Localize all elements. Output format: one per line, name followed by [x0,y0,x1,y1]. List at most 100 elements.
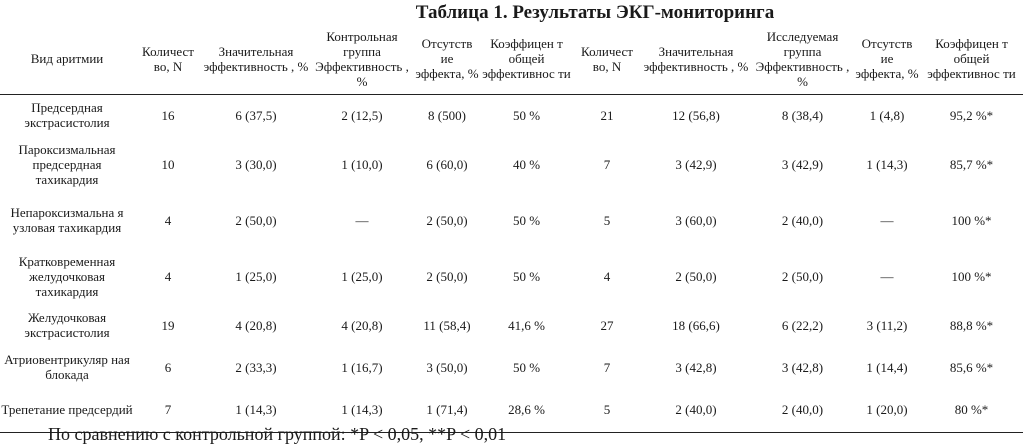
table-header-row: Вид аритмии Количест во, N Значительная … [0,24,1023,95]
cell: 1 (25,0) [235,268,277,284]
cell: 4 (20,8) [341,317,383,333]
cell: 1 (14,3) [310,388,414,433]
cell: 6 (22,2) [781,317,824,333]
cell: 21 [600,107,614,123]
cell: 3 (42,9) [781,156,824,172]
cell: 41,6 % [508,317,545,333]
table-row: Желудочковая экстрасистолия 19 4 (20,8) … [0,304,1023,346]
cell: 3 (60,0) [675,212,717,228]
header-control-overall: Коэффицен т общей эффективнос ти [480,24,573,95]
cell: 2 (12,5) [341,107,383,123]
cell: 8 (38,4) [781,107,824,123]
cell: 6 [164,359,172,375]
table-row: Атриовентрикуляр ная блокада 6 2 (33,3) … [0,346,1023,388]
cell: 100 %* [951,212,992,228]
cell: 2 (50,0) [235,212,277,228]
cell: 7 [603,156,611,172]
cell: 2 (50,0) [426,212,468,228]
cell-arrhythmia: Кратковременная желудочковая тахикардия [18,253,116,299]
cell-arrhythmia: Непароксизмальна я узловая тахикардия [10,205,124,235]
cell: 11 (58,4) [423,317,471,333]
cell: 50 % [512,212,541,228]
header-study-overall: Коэффицен т общей эффективнос ти [920,24,1023,95]
cell: 1 (20,0) [854,388,920,433]
cell: 80 %* [920,388,1023,433]
cell: 85,7 %* [949,156,994,172]
header-control-count: Количест во, N [134,24,202,95]
cell: 6 (37,5) [235,107,277,123]
table-row: Пароксизмальная предсердная тахикардия 1… [0,136,1023,192]
cell: 2 (40,0) [641,388,751,433]
cell: 1 (25,0) [341,268,383,284]
cell: 5 [603,212,611,228]
cell: 3 (50,0) [426,359,468,375]
cell: 2 (50,0) [781,268,824,284]
cell: 12 (56,8) [672,107,720,123]
cell: 1 (14,3) [866,156,908,172]
cell: — [880,212,894,228]
cell: 7 [134,388,202,433]
cell: 50 % [512,107,541,123]
cell: 16 [161,107,175,123]
cell: 100 %* [951,268,992,284]
table-row: Предсердная экстрасистолия 16 6 (37,5) 2… [0,94,1023,136]
cell: 3 (30,0) [235,156,277,172]
table-row: Непароксизмальна я узловая тахикардия 4 … [0,192,1023,248]
cell: 7 [603,359,611,375]
cell: 1 (71,4) [414,388,480,433]
cell: 28,6 % [480,388,573,433]
cell: 18 (66,6) [672,317,720,333]
cell-arrhythmia: Атриовентрикуляр ная блокада [4,352,130,382]
table-row: Кратковременная желудочковая тахикардия … [0,248,1023,304]
cell: — [880,268,894,284]
table-row: Трепетание предсердий 7 1 (14,3) 1 (14,3… [0,388,1023,433]
cell-arrhythmia: Трепетание предсердий [0,388,134,433]
cell: 1 (14,4) [866,359,908,375]
header-control-no-effect: Отсутств ие эффекта, % [414,24,480,95]
header-control-efficiency: Контрольная группа Эффективность , % [310,24,414,95]
cell: 1 (14,3) [202,388,310,433]
cell: 10 [161,156,175,172]
ecg-results-table: Вид аритмии Количест во, N Значительная … [0,24,1023,433]
table-footnote: По сравнению с контрольной группой: *P <… [48,424,507,444]
cell: 5 [573,388,641,433]
header-study-count: Количест во, N [573,24,641,95]
cell: 50 % [512,268,541,284]
cell: 85,6 %* [949,359,994,375]
table-title: Таблица 1. Результаты ЭКГ-мониторинга [415,2,775,23]
cell: 4 [164,268,172,284]
cell: 2 (50,0) [675,268,717,284]
cell: 95,2 %* [949,107,994,123]
cell: 2 (50,0) [426,268,468,284]
cell-arrhythmia: Предсердная экстрасистолия [24,100,110,131]
cell: 27 [600,317,614,333]
cell: 2 (40,0) [751,388,854,433]
header-control-significant: Значительная эффективность , % [202,24,310,95]
cell-arrhythmia: Пароксизмальная предсердная тахикардия [18,141,116,187]
cell: 4 (20,8) [235,317,277,333]
cell: 3 (42,8) [781,359,824,375]
cell-arrhythmia: Желудочковая экстрасистолия [24,310,110,340]
cell: 6 (60,0) [426,156,468,172]
header-study-efficiency: Исследуемая группа Эффективность , % [751,24,854,95]
header-study-significant: Значительная эффективность , % [641,24,751,95]
cell: 3 (11,2) [866,317,908,333]
header-study-no-effect: Отсутств ие эффекта, % [854,24,920,95]
header-arrhythmia-type: Вид аритмии [0,24,134,95]
cell: 40 % [512,156,541,172]
cell: 1 (4,8) [869,107,905,123]
cell: 2 (33,3) [235,359,277,375]
cell: 3 (42,9) [675,156,717,172]
cell: 8 (500) [428,107,466,123]
cell: 3 (42,8) [675,359,717,375]
cell: 1 (16,7) [341,359,383,375]
cell: — [355,212,369,228]
cell: 50 % [512,359,541,375]
cell: 1 (10,0) [341,156,383,172]
cell: 19 [161,317,175,333]
cell: 4 [164,212,172,228]
cell: 2 (40,0) [781,212,824,228]
cell: 4 [603,268,611,284]
cell: 88,8 %* [949,317,994,333]
